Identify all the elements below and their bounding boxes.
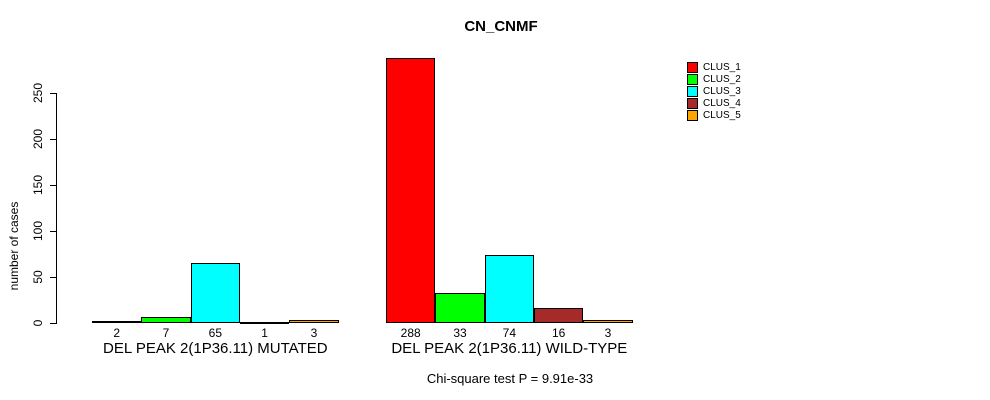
legend-swatch — [687, 85, 698, 97]
group-label: DEL PEAK 2(1P36.11) WILD-TYPE — [391, 340, 628, 357]
bar-value-label: 3 — [310, 326, 318, 340]
y-tick — [50, 93, 56, 94]
group-label: DEL PEAK 2(1P36.11) MUTATED — [103, 340, 328, 357]
bar-value-label: 7 — [162, 326, 170, 340]
y-axis-label: number of cases — [7, 201, 21, 291]
bar — [239, 322, 290, 324]
bar-value-label: 33 — [453, 326, 467, 340]
bar — [533, 308, 584, 323]
legend-label: CLUS_4 — [703, 97, 741, 109]
y-tick — [50, 323, 56, 324]
legend-label: CLUS_5 — [703, 109, 741, 121]
bar-value-label: 1 — [261, 326, 268, 340]
y-tick — [50, 185, 56, 186]
y-tick — [50, 231, 56, 232]
y-tick — [50, 139, 56, 140]
legend-swatch — [687, 61, 698, 73]
legend-swatch — [687, 97, 698, 109]
bar-value-label: 65 — [208, 326, 222, 340]
y-tick-label: 250 — [31, 82, 45, 104]
bar — [92, 321, 142, 323]
chi-square-annotation: Chi-square test P = 9.91e-33 — [426, 371, 594, 386]
y-axis-line — [56, 93, 57, 324]
chart-title: CN_CNMF — [464, 18, 538, 35]
bar-value-label: 288 — [400, 326, 421, 340]
bar-value-label: 2 — [113, 326, 120, 340]
legend-swatch — [687, 109, 698, 121]
y-tick-label: 50 — [31, 270, 45, 284]
legend: CLUS_1 CLUS_2 CLUS_3 CLUS_4 CLUS_5 — [687, 61, 741, 121]
legend-item: CLUS_2 — [687, 73, 741, 85]
bar — [141, 317, 191, 323]
bar-value-label: 3 — [604, 326, 612, 340]
legend-label: CLUS_2 — [703, 73, 741, 85]
legend-label: CLUS_1 — [703, 61, 741, 73]
legend-item: CLUS_5 — [687, 109, 741, 121]
y-tick-label: 150 — [31, 174, 45, 196]
bar — [484, 255, 534, 323]
y-tick-label: 100 — [31, 220, 45, 242]
bar — [583, 320, 633, 323]
legend-item: CLUS_4 — [687, 97, 741, 109]
legend-label: CLUS_3 — [703, 85, 741, 97]
bar — [386, 58, 436, 323]
legend-item: CLUS_3 — [687, 85, 741, 97]
bar — [190, 263, 240, 323]
legend-swatch — [687, 73, 698, 85]
bar-value-label: 74 — [502, 326, 516, 340]
bar-value-label: 16 — [551, 326, 566, 340]
bar — [435, 293, 485, 323]
legend-item: CLUS_1 — [687, 61, 741, 73]
y-tick-label: 0 — [31, 319, 45, 327]
bar — [289, 320, 339, 323]
y-tick — [50, 277, 56, 278]
y-tick-label: 200 — [31, 128, 45, 150]
